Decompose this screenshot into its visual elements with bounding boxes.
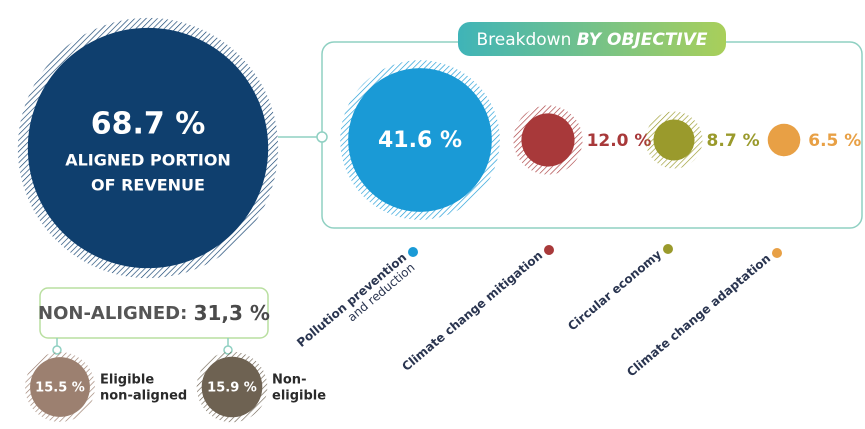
category-label: Climate change mitigation [399, 248, 545, 374]
bubble [348, 68, 492, 212]
title: Breakdown [476, 30, 571, 50]
category-name: Circular economy [565, 247, 664, 333]
title: NON-ALIGNED: [38, 303, 187, 324]
bubble [521, 113, 575, 167]
title-emphasis: BY OBJECTIVE [577, 30, 708, 50]
category-dot [544, 245, 554, 255]
category-dot [408, 247, 418, 257]
caption: non-aligned [100, 389, 187, 404]
aligned-label: 68.7 % [91, 107, 206, 142]
value-label: 15.9 % [207, 381, 257, 396]
breakdown-title: Breakdown BY OBJECTIVE [476, 30, 707, 50]
bubble [767, 123, 801, 157]
label: 31,3 % [194, 301, 270, 325]
caption: Eligible [100, 373, 154, 388]
category-name: Climate change mitigation [399, 248, 545, 374]
value-label: 12.0 % [587, 131, 652, 151]
value-label: 8.7 % [707, 131, 760, 151]
bubble [30, 357, 90, 417]
category-dot [772, 248, 782, 258]
non-aligned-frame [39, 287, 269, 339]
connectors [56, 338, 229, 346]
non-aligned-title: NON-ALIGNED: 31,3 % [38, 301, 270, 325]
bubble [653, 119, 695, 161]
bubble [27, 27, 269, 269]
category-dot [663, 244, 673, 254]
value-label: 6.5 % [808, 131, 861, 151]
value-label: 41.6 % [378, 128, 462, 153]
aligned-caption: ALIGNED PORTION [65, 151, 231, 170]
caption: Non- [272, 373, 306, 388]
connector-dot [316, 131, 328, 143]
category-name: Pollution prevention [294, 250, 409, 350]
category-label: Circular economy [565, 247, 664, 333]
breakdown-pill [458, 22, 726, 56]
bubble [201, 356, 263, 418]
caption: eligible [272, 389, 326, 404]
value-label: 15.5 % [35, 381, 85, 396]
aligned-caption: OF REVENUE [91, 176, 205, 195]
